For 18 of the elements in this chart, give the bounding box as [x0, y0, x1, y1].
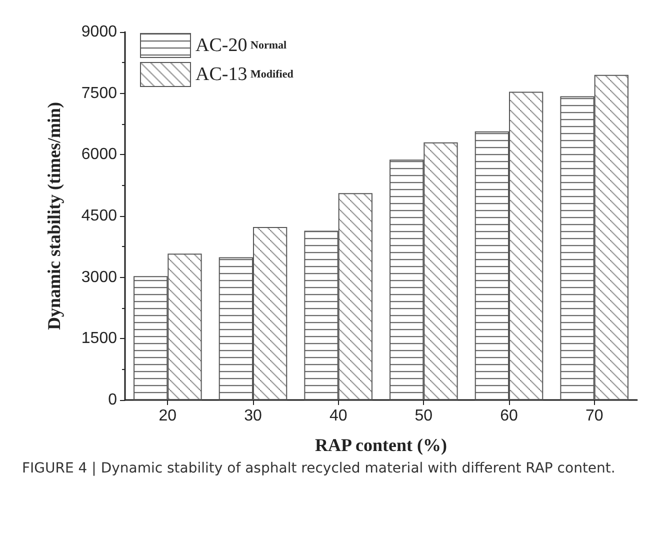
y-tick-label: 4500 — [81, 208, 118, 224]
x-tick-label: 30 — [244, 408, 262, 424]
y-tick-label: 1500 — [81, 330, 118, 348]
x-tick-label: 70 — [585, 408, 604, 424]
x-tick-label: 50 — [414, 408, 433, 424]
x-tick-label: 40 — [329, 408, 348, 424]
y-tick-label: 3000 — [81, 268, 118, 286]
y-tick-label: 0 — [108, 392, 118, 408]
legend-label: AC-13 Modified — [196, 64, 294, 85]
y-tick-label: 9000 — [81, 24, 118, 40]
x-axis-title: RAP content (%) — [315, 435, 447, 455]
legend-label: AC-20 Normal — [196, 35, 287, 56]
y-tick-label: 6000 — [81, 146, 118, 164]
x-tick-label: 20 — [158, 408, 177, 424]
x-tick-label: 60 — [500, 408, 518, 424]
y-axis-title: Dynamic stability (times/min) — [44, 102, 64, 330]
caption: FIGURE 4 | Dynamic stability of asphalt recycled material with different RAP content. — [22, 460, 616, 476]
y-tick-label: 7500 — [81, 84, 118, 102]
